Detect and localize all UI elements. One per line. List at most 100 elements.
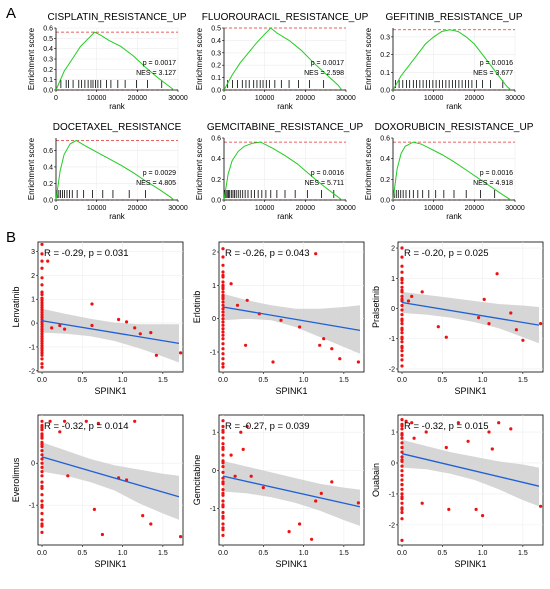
- data-point: [221, 300, 225, 304]
- data-point: [40, 337, 44, 341]
- data-point: [92, 507, 96, 511]
- y-tick-label: 0.3: [43, 57, 53, 64]
- x-tick-label: 10000: [255, 95, 275, 102]
- y-tick-label: 0.0: [43, 88, 53, 95]
- data-point: [221, 347, 225, 351]
- y-axis-label: Enrichment score: [195, 137, 204, 200]
- data-point: [221, 295, 225, 299]
- data-point: [221, 533, 225, 538]
- x-tick-label: 30000: [168, 205, 188, 212]
- data-point: [40, 470, 44, 474]
- x-tick-label: 0.0: [37, 377, 47, 384]
- regression-line: [41, 456, 180, 498]
- y-tick-label: 0.0: [380, 88, 390, 95]
- y-tick-label: -1: [389, 491, 395, 498]
- data-point: [400, 464, 404, 468]
- gsea-title: DOCETAXEL_RESISTANCE: [53, 122, 182, 133]
- y-tick-label: 0.3: [380, 34, 390, 41]
- y-tick-label: 0.2: [211, 63, 221, 70]
- data-point: [400, 441, 404, 445]
- data-point: [400, 294, 404, 298]
- data-point: [514, 328, 519, 332]
- gsea-plot: DOCETAXEL_RESISTANCE 0.0 0.2 0.4 0.6 0 10000 20…: [27, 122, 188, 221]
- data-point: [244, 343, 248, 347]
- data-point: [400, 445, 404, 450]
- x-tick-label: 0: [54, 95, 58, 102]
- correlation-plot: -1 0 1 2 0.0 0.5 1.0 1.5 SPINK1 Erlotinib R = -0.2…: [192, 241, 365, 396]
- data-point: [400, 424, 404, 428]
- data-point: [400, 427, 404, 431]
- y-tick-label: -2: [29, 368, 35, 375]
- data-point: [40, 266, 44, 270]
- data-point: [40, 351, 44, 355]
- data-point: [400, 264, 404, 268]
- x-tick-label: 20000: [128, 95, 148, 102]
- data-point: [400, 358, 404, 362]
- data-point: [410, 294, 414, 298]
- data-point: [40, 344, 44, 348]
- data-point: [221, 362, 225, 366]
- enrichment-curve: [55, 139, 175, 201]
- data-point: [40, 518, 44, 522]
- data-point: [154, 353, 158, 357]
- panel-label-a: A: [6, 5, 16, 22]
- confidence-band: [42, 308, 179, 363]
- x-axis-label: SPINK1: [94, 559, 126, 569]
- data-point: [221, 510, 225, 515]
- data-point: [400, 458, 404, 462]
- y-tick-label: 0.6: [43, 148, 53, 155]
- data-point: [40, 242, 44, 246]
- x-tick-label: 1.0: [118, 377, 128, 384]
- data-point: [221, 330, 225, 334]
- regression-line: [222, 306, 361, 331]
- p-value-label: p = 0.0017: [143, 60, 176, 67]
- correlation-annotation: R = -0.20, p = 0.025: [404, 248, 489, 259]
- p-value-label: p = 0.0016: [480, 60, 513, 67]
- enrichment-curve: [223, 141, 343, 201]
- data-point: [221, 303, 225, 307]
- data-point: [46, 259, 50, 263]
- data-point: [400, 517, 404, 521]
- data-point: [40, 503, 44, 507]
- data-point: [356, 360, 360, 364]
- nes-label: NES = 2.598: [304, 70, 344, 77]
- data-point: [400, 436, 404, 440]
- x-tick-label: 0.0: [37, 550, 47, 557]
- x-axis-label: rank: [109, 212, 126, 221]
- x-tick-label: 0.0: [218, 550, 228, 557]
- data-point: [40, 457, 44, 461]
- nes-label: NES = 3.127: [136, 70, 176, 77]
- data-point: [40, 315, 44, 319]
- y-tick-label: 0.2: [380, 52, 390, 59]
- data-point: [221, 465, 225, 469]
- data-point: [241, 447, 245, 451]
- data-point: [40, 341, 44, 345]
- data-point: [261, 486, 265, 490]
- data-point: [229, 282, 233, 286]
- y-axis-label: Enrichment score: [195, 27, 204, 90]
- data-point: [221, 342, 225, 346]
- data-point: [314, 252, 318, 256]
- p-value-label: p = 0.0016: [480, 170, 513, 177]
- data-point: [400, 450, 404, 454]
- data-point: [400, 255, 404, 259]
- gsea-plot: CISPLATIN_RESISTANCE_UP 0.0 0.1 0.2 0.3 0.4 0.…: [27, 12, 188, 111]
- data-point: [40, 511, 44, 516]
- data-point: [221, 317, 225, 321]
- data-point: [40, 334, 44, 338]
- data-point: [400, 455, 404, 459]
- data-point: [40, 530, 44, 535]
- x-tick-label: 0.5: [77, 377, 87, 384]
- x-tick-label: 1.5: [339, 550, 349, 557]
- data-point: [66, 474, 70, 478]
- y-tick-label: 0.4: [211, 38, 221, 45]
- data-point: [221, 476, 225, 480]
- data-point: [40, 465, 44, 469]
- data-point: [40, 484, 44, 488]
- data-point: [40, 322, 44, 326]
- data-point: [40, 426, 44, 430]
- data-point: [58, 430, 62, 434]
- data-point: [477, 316, 481, 320]
- data-point: [400, 510, 404, 515]
